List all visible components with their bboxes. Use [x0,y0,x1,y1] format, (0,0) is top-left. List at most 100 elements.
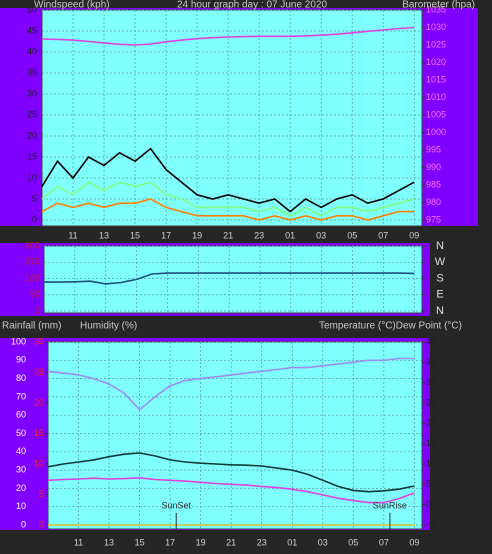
yticks-label: 50 [27,4,37,14]
yticks-label: 30 [16,464,26,474]
yticks-label: 90 [30,289,40,299]
x-tick-label: 13 [99,230,109,240]
x-tick-label: 05 [347,230,357,240]
series-line [41,147,415,213]
yticks-label: 270 [25,257,40,267]
x-tick-label: 17 [165,537,175,547]
y2ticks-label: 1025 [426,39,446,49]
annotation: SunSet [161,500,191,510]
y2ticks-label: N [436,305,444,317]
yticks-label: 5 [32,193,37,203]
x-tick-label: 09 [409,537,419,547]
yticks-label: 15 [27,151,37,161]
y3ticks-label: 0 [39,519,44,529]
y2ticks-label: 20 [426,418,436,428]
x-tick-label: 19 [192,230,202,240]
x-tick-label: 05 [348,537,358,547]
series-line [41,198,415,221]
yticks-label: 90 [16,355,26,365]
x-tick-label: 11 [74,537,83,547]
y2ticks-label: 975 [426,214,441,224]
y2ticks-label: 30 [426,377,436,387]
series-line [47,476,415,504]
y2ticks-label: 1010 [426,92,446,102]
series-line [41,181,415,217]
yticks-label: 360 [25,240,40,250]
y2ticks-label: 25 [426,397,436,407]
yticks-label: 30 [27,88,37,98]
yticks-label: 20 [27,130,37,140]
yticks-label: 45 [27,25,37,35]
y2ticks-label: 1030 [426,22,446,32]
y2ticks-label: 990 [426,162,441,172]
y2ticks-label: 1005 [426,109,446,119]
y2ticks-label: 985 [426,179,441,189]
y3ticks-label: 10 [34,458,44,468]
yticks-label: 10 [16,501,26,511]
yticks-label: 80 [16,373,26,383]
yticks-label: 0 [35,305,40,315]
y3ticks-label: 25 [34,367,44,377]
x-tick-label: 15 [135,537,145,547]
yticks-label: 25 [27,109,37,119]
x-tick-label: 15 [130,230,140,240]
y2ticks-label: 15 [426,438,436,448]
y2ticks-label: S [436,272,443,284]
y2ticks-label: -5 [426,519,434,529]
yticks-label: 180 [25,273,40,283]
x-tick-label: 11 [68,230,77,240]
yticks-label: 40 [16,446,26,456]
chart-title: 24 hour graph day : 07 June 2020 [177,0,328,11]
yticks-label: 0 [32,214,37,224]
plot-area [43,245,423,314]
yticks-label: 0 [21,519,26,529]
y2ticks-label: 10 [426,458,436,468]
series-line [47,452,415,493]
y3ticks-label: 5 [39,489,44,499]
yticks-label: 35 [27,67,37,77]
x-tick-label: 03 [318,537,328,547]
yticks-label: 50 [16,428,26,438]
y2ticks-label: 1015 [426,74,446,84]
y2ticks-label: 0 [426,499,431,509]
series-line [41,26,415,46]
y2ticks-label: 1000 [426,127,446,137]
y2ticks-label: 5 [426,479,431,489]
yticks-label: 100 [11,336,26,346]
y2ticks-label: 1020 [426,57,446,67]
y2ticks-label: 995 [426,144,441,154]
plot-area [47,341,423,530]
yticks-label: 40 [27,46,37,56]
yticks-label: 70 [16,391,26,401]
x-tick-label: 01 [285,230,295,240]
y3ticks-label: 20 [34,397,44,407]
x-tick-label: 07 [379,537,389,547]
y2ticks-label: E [436,289,443,301]
humidity-label: Humidity (%) [80,321,137,332]
y2ticks-label: 35 [426,357,436,367]
wind-label: Windspeed (kph) [34,0,110,11]
rain-label: Rainfall (mm) [2,321,61,332]
yticks-label: 60 [16,410,26,420]
annotation: SunRise [373,500,407,510]
x-tick-label: 21 [226,537,236,547]
y2ticks-label: 980 [426,197,441,207]
yticks-label: 10 [27,172,37,182]
series-line [44,272,415,285]
x-tick-label: 03 [316,230,326,240]
series-line [47,357,415,411]
x-tick-label: 23 [257,537,267,547]
baro-label: Barometer (hpa) [402,0,475,11]
x-tick-label: 17 [161,230,171,240]
x-tick-label: 23 [254,230,264,240]
y2ticks-label: N [436,240,444,252]
x-tick-label: 01 [287,537,297,547]
x-tick-label: 13 [104,537,114,547]
y3ticks-label: 15 [34,428,44,438]
x-tick-label: 09 [409,230,419,240]
y2ticks-label: 1035 [426,4,446,14]
y3ticks-label: 30 [34,336,44,346]
x-tick-label: 19 [196,537,206,547]
temp-label: Temperature (°C)Dew Point (°C) [319,321,462,332]
